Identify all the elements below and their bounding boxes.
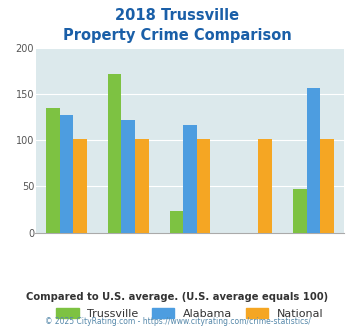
Bar	[121, 120, 135, 233]
Text: Compared to U.S. average. (U.S. average equals 100): Compared to U.S. average. (U.S. average …	[26, 292, 329, 302]
Bar	[197, 139, 210, 233]
Bar	[307, 87, 320, 233]
Legend: Trussville, Alabama, National: Trussville, Alabama, National	[52, 304, 328, 323]
Bar	[170, 212, 183, 233]
Bar	[320, 139, 334, 233]
Text: 2018 Trussville: 2018 Trussville	[115, 8, 240, 23]
Bar	[73, 139, 87, 233]
Bar	[46, 108, 60, 233]
Bar	[60, 115, 73, 233]
Bar	[258, 139, 272, 233]
Bar	[293, 189, 307, 233]
Bar	[183, 124, 197, 233]
Text: © 2025 CityRating.com - https://www.cityrating.com/crime-statistics/: © 2025 CityRating.com - https://www.city…	[45, 317, 310, 326]
Bar	[135, 139, 148, 233]
Bar	[108, 74, 121, 233]
Text: Property Crime Comparison: Property Crime Comparison	[63, 28, 292, 43]
